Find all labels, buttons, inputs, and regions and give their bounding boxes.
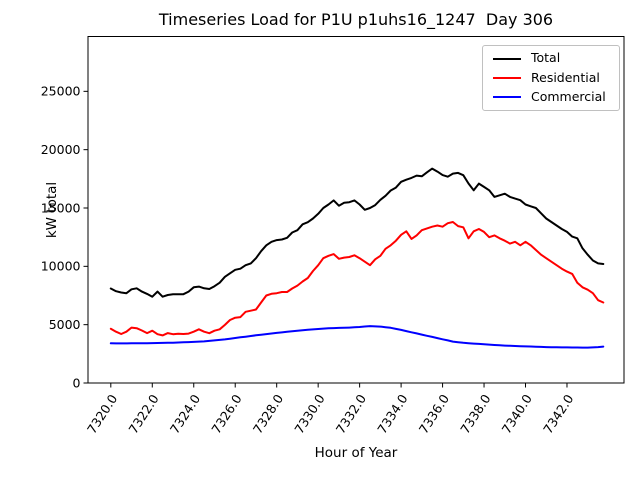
- legend-item-commercial: Commercial: [493, 91, 613, 104]
- x-tick-label: 7338.0: [457, 391, 493, 436]
- y-tick-label: 5000: [49, 317, 81, 332]
- legend-line-swatch: [493, 76, 521, 79]
- x-axis-label: Hour of Year: [314, 445, 398, 461]
- x-tick-label: 7334.0: [374, 391, 410, 436]
- legend-line-swatch: [493, 96, 521, 99]
- series-line-commercial: [109, 325, 605, 349]
- legend: Total Residential Commercial: [482, 45, 620, 111]
- series-line-total: [109, 167, 605, 298]
- x-tick-label: 7342.0: [540, 391, 576, 436]
- legend-label: Commercial: [531, 89, 606, 105]
- y-tick-label: 15000: [41, 200, 81, 215]
- x-tick-label: 7324.0: [167, 391, 203, 436]
- y-tick-label: 20000: [41, 142, 81, 157]
- x-tick-label: 7332.0: [333, 391, 369, 436]
- axes-spines: [87, 36, 625, 384]
- x-tick-label: 7326.0: [208, 391, 244, 436]
- x-tick-label: 7340.0: [499, 391, 535, 436]
- series-line-residential: [109, 221, 605, 337]
- legend-label: Total: [531, 50, 561, 66]
- legend-item-total: Total: [493, 52, 613, 65]
- x-tick-label: 7330.0: [291, 391, 327, 436]
- x-tick-label: 7322.0: [125, 391, 161, 436]
- y-tick-label: 10000: [41, 259, 81, 274]
- legend-item-residential: Residential: [493, 69, 613, 85]
- legend-label: Residential: [531, 69, 600, 85]
- x-tick-label: 7320.0: [84, 391, 120, 436]
- x-tick-label: 7328.0: [250, 391, 286, 436]
- y-tick-label: 0: [73, 375, 81, 390]
- chart-title: Timeseries Load for P1U p1uhs16_1247 Day…: [158, 10, 554, 29]
- y-tick-label: 25000: [41, 84, 81, 99]
- legend-line-swatch: [493, 57, 521, 60]
- x-tick-label: 7336.0: [416, 391, 452, 436]
